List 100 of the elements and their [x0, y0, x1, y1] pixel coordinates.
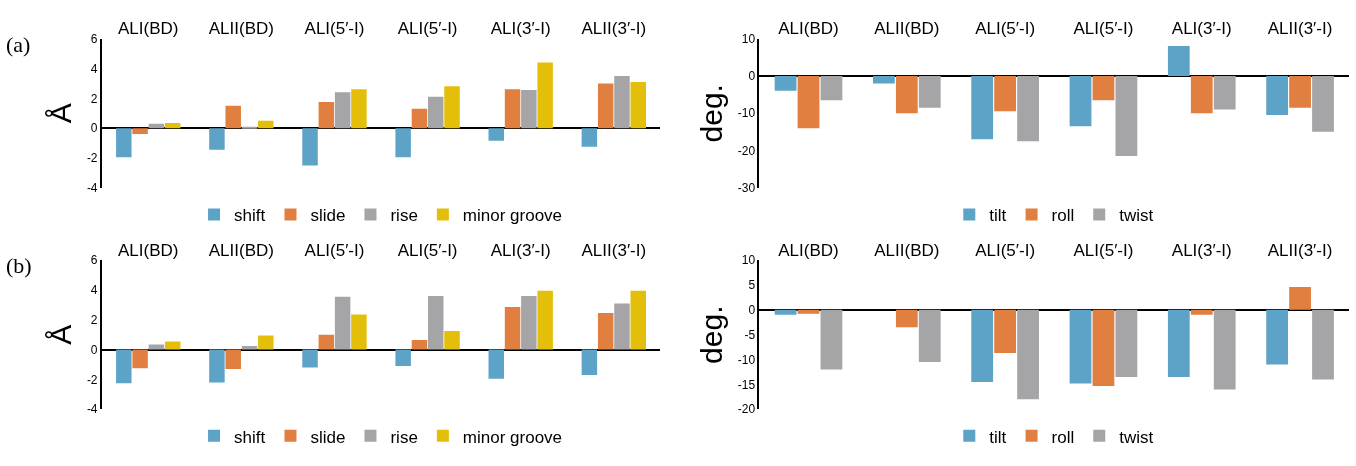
y-axis-title: deg. [695, 84, 729, 143]
bar [225, 349, 241, 370]
bar [444, 86, 460, 129]
bar [116, 128, 132, 158]
bar [132, 349, 148, 369]
bar [395, 128, 411, 158]
bar [258, 120, 274, 129]
bar [521, 295, 537, 350]
y-tick-label: 4 [90, 61, 98, 76]
x-tick-label: ALI(5′-I) [304, 240, 365, 260]
x-tick-label: ALI(3′-I) [490, 19, 551, 39]
x-tick-label: ALI(5′-I) [397, 19, 458, 39]
bar [488, 349, 504, 379]
y-tick-label: 6 [90, 253, 98, 268]
y-tick-label: -4 [86, 181, 98, 195]
bar [351, 89, 367, 129]
legend-label: rise [390, 427, 418, 447]
bar [630, 290, 646, 350]
x-tick-label: ALI(BD) [118, 19, 179, 39]
y-tick-label: 4 [90, 283, 98, 298]
x-tick-label: ALII(BD) [874, 240, 940, 260]
legend-label: tilt [989, 427, 1007, 447]
legend-label: minor groove [462, 206, 563, 226]
bar [597, 313, 614, 350]
legend-label: twist [1119, 206, 1154, 226]
text: (b) [6, 253, 32, 278]
bar [614, 303, 630, 350]
bar [164, 122, 181, 129]
x-tick-label: ALI(BD) [778, 240, 839, 260]
legend-label: slide [310, 427, 346, 447]
y-tick-label: -15 [737, 377, 756, 392]
x-tick-label: ALII(3′-I) [581, 240, 647, 260]
y-tick-label: -2 [86, 372, 98, 387]
legend-label: shift [234, 427, 266, 447]
bar [209, 128, 225, 150]
legend-label: roll [1051, 206, 1075, 226]
y-tick-label: 6 [90, 31, 98, 46]
legend-label: tilt [989, 206, 1007, 226]
bar [209, 349, 225, 383]
bar [334, 92, 351, 129]
x-tick-label: ALI(BD) [778, 19, 839, 39]
x-tick-label: ALI(BD) [118, 240, 179, 260]
y-tick-label: -10 [737, 106, 756, 121]
y-tick-label: -2 [86, 151, 98, 166]
bar [395, 349, 411, 367]
y-tick-label: 2 [90, 91, 98, 106]
bar [132, 128, 148, 135]
x-tick-label: ALII(3′-I) [581, 19, 647, 39]
y-tick-label: 0 [748, 303, 756, 318]
bar [444, 330, 460, 350]
bar [488, 128, 504, 141]
bar [504, 307, 521, 350]
bar [258, 335, 274, 350]
y-tick-label: 0 [90, 121, 98, 136]
x-tick-label: ALI(3′-I) [490, 240, 551, 260]
y-tick-label: 10 [741, 253, 756, 268]
y-tick-label: 0 [90, 342, 98, 357]
bar [411, 108, 428, 129]
y-tick-label: -30 [737, 181, 756, 195]
x-tick-label: ALI(3′-I) [1171, 19, 1232, 39]
y-tick-label: -20 [737, 402, 756, 417]
bar [164, 341, 181, 350]
bar [537, 290, 553, 350]
bar [241, 345, 258, 350]
x-tick-label: ALI(5′-I) [397, 240, 458, 260]
x-tick-label: ALII(BD) [208, 240, 274, 260]
legend-label: shift [234, 206, 266, 226]
text: (a) [6, 32, 31, 57]
y-axis-title: Å [44, 103, 78, 124]
y-tick-label: 2 [90, 312, 98, 327]
x-tick-label: ALI(5′-I) [1073, 240, 1134, 260]
bar [334, 296, 351, 350]
y-tick-label: -5 [744, 327, 756, 342]
y-axis-title: Å [44, 324, 78, 345]
bar [581, 128, 598, 147]
x-tick-label: ALII(BD) [874, 19, 940, 39]
y-axis-title: deg. [695, 305, 729, 364]
y-tick-label: -20 [737, 143, 756, 158]
bar [225, 105, 241, 129]
x-tick-label: ALII(3′-I) [1267, 240, 1333, 260]
bar [302, 128, 318, 166]
x-tick-label: ALII(BD) [208, 19, 274, 39]
bar [537, 62, 553, 129]
bar [318, 102, 335, 129]
bar [521, 90, 537, 129]
bar [411, 339, 428, 350]
bar [504, 89, 521, 129]
legend-label: slide [310, 206, 346, 226]
y-tick-label: -4 [86, 402, 98, 417]
x-tick-label: ALI(5′-I) [975, 240, 1036, 260]
bar [351, 314, 367, 350]
y-tick-label: 5 [748, 278, 756, 293]
y-tick-label: 10 [741, 31, 756, 46]
x-tick-label: ALI(3′-I) [1171, 240, 1232, 260]
bar [302, 349, 318, 368]
x-tick-label: ALI(5′-I) [1073, 19, 1134, 39]
bar [428, 295, 444, 350]
bar [597, 83, 614, 129]
legend-label: twist [1119, 427, 1154, 447]
legend-label: roll [1051, 427, 1075, 447]
